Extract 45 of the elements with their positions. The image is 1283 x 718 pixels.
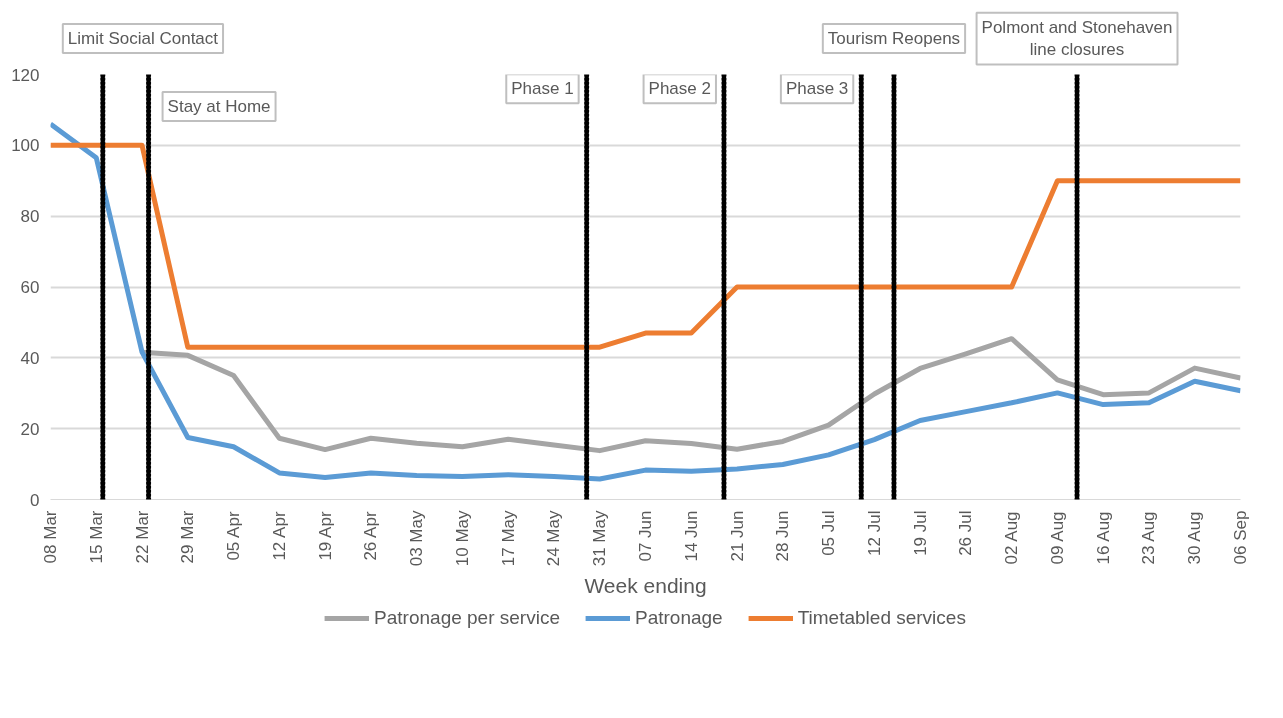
ref-line-label: Phase 3 [785,79,849,99]
x-tick-label: 31 May [590,510,610,567]
x-tick-label: 29 Mar [178,510,198,564]
x-tick-label: 09 Aug [1047,511,1067,565]
y-tick-label: 40 [20,348,40,368]
x-tick-label: 24 May [544,510,564,567]
x-tick-label: 07 Jun [636,510,655,562]
y-tick-label: 80 [20,207,40,227]
x-tick-label: 10 May [452,510,472,567]
legend-label: Patronage per service [374,607,560,629]
x-tick-label: 28 Jun [773,510,793,562]
x-tick-label: 06 Sep [1231,510,1250,565]
y-tick-label: 120 [11,65,40,85]
x-tick-label: 12 Apr [269,511,289,561]
ref-line-label: Phase 1 [511,79,574,99]
x-tick-label: 02 Aug [1002,511,1022,565]
x-tick-label: 21 Jun [727,510,747,562]
y-tick-label: 20 [20,419,40,439]
x-tick-label: 19 Apr [315,511,335,561]
y-tick-label: 60 [20,278,40,297]
ref-line-label: Phase 2 [648,79,711,99]
x-tick-label: 17 May [498,510,518,567]
x-tick-label: 26 Jul [956,510,976,556]
x-tick-label: 08 Mar [41,510,60,564]
legend-label: Patronage [634,607,723,629]
x-tick-label: 05 Apr [224,511,244,561]
x-tick-label: 22 Mar [132,510,152,564]
x-tick-label: 05 Jul [819,510,839,556]
x-tick-label: 16 Aug [1093,511,1113,565]
y-tick-label: 0 [30,490,40,510]
y-tick-label: 100 [11,136,40,156]
x-tick-label: 30 Aug [1185,511,1205,565]
x-tick-label: 23 Aug [1139,511,1159,565]
ref-line-label: Stay at Home [167,96,271,116]
ref-line-label: Tourism Reopens [827,29,961,49]
x-tick-label: 14 Jun [681,510,701,562]
x-axis-title: Week ending [584,574,707,598]
ref-line-label: Limit Social Contact [67,29,219,49]
x-tick-label: 26 Apr [361,511,381,561]
x-tick-label: 03 May [407,510,427,567]
x-tick-label: 12 Jul [864,510,884,556]
x-tick-label: 15 Mar [86,510,106,564]
x-tick-label: 19 Jul [910,510,930,556]
ref-line-label: Polmont and Stonehaven line closures [981,17,1173,60]
legend-label: Timetabled services [797,607,966,629]
